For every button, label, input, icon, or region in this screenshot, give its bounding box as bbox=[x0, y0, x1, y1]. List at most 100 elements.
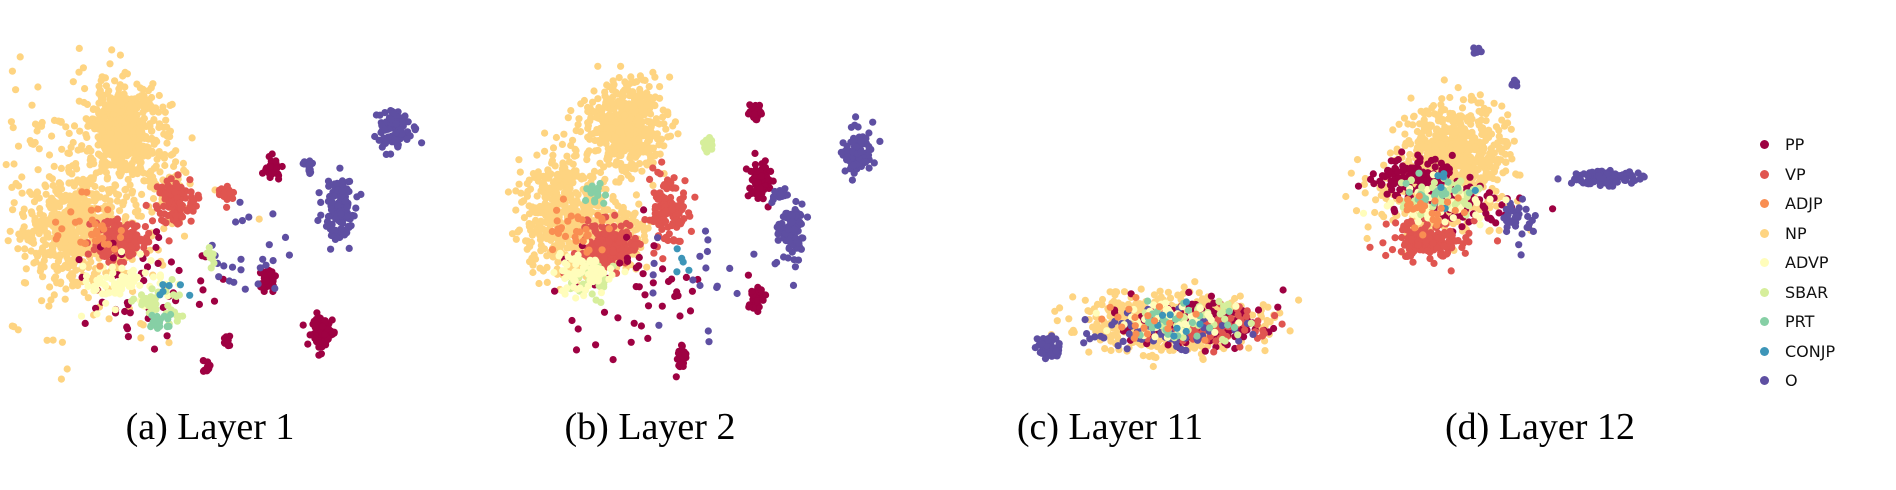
point-conjp bbox=[176, 281, 184, 289]
point-advp bbox=[98, 290, 106, 298]
point-np bbox=[155, 91, 163, 100]
point-advp bbox=[574, 251, 582, 259]
point-o bbox=[791, 263, 800, 271]
point-o bbox=[269, 257, 277, 265]
point-np bbox=[615, 178, 623, 186]
point-np bbox=[180, 166, 188, 174]
point-np bbox=[646, 93, 654, 101]
point-np bbox=[21, 245, 29, 253]
point-np bbox=[162, 116, 170, 124]
point-np bbox=[113, 197, 121, 205]
point-vp bbox=[658, 225, 666, 233]
point-pp bbox=[224, 336, 232, 344]
point-np bbox=[45, 302, 53, 310]
point-np bbox=[48, 132, 56, 140]
point-np bbox=[543, 252, 551, 260]
point-np bbox=[123, 162, 131, 170]
point-np bbox=[515, 180, 523, 188]
point-advp bbox=[600, 269, 608, 277]
point-sbar bbox=[148, 285, 156, 293]
point-pp bbox=[676, 312, 684, 320]
point-np bbox=[590, 87, 598, 95]
point-np bbox=[674, 130, 682, 138]
point-np bbox=[16, 53, 24, 61]
point-prt bbox=[153, 312, 161, 321]
point-o bbox=[238, 217, 246, 225]
point-np bbox=[43, 336, 51, 344]
point-pp bbox=[644, 334, 652, 342]
point-np bbox=[94, 141, 102, 149]
point-advp bbox=[77, 312, 86, 320]
point-np bbox=[138, 190, 146, 198]
point-adjp bbox=[572, 237, 580, 245]
point-np bbox=[149, 195, 158, 203]
point-adjp bbox=[598, 214, 606, 223]
point-np bbox=[133, 80, 141, 88]
point-np bbox=[58, 338, 66, 346]
point-pp bbox=[204, 358, 212, 366]
point-adjp bbox=[52, 218, 60, 226]
point-np bbox=[73, 278, 81, 286]
point-pp bbox=[278, 162, 286, 171]
point-np bbox=[554, 258, 562, 266]
point-prt bbox=[600, 199, 608, 207]
point-pp bbox=[175, 266, 183, 275]
point-np bbox=[563, 152, 571, 160]
point-vp bbox=[162, 219, 170, 227]
point-np bbox=[80, 98, 88, 107]
point-advp bbox=[128, 282, 136, 291]
point-np bbox=[156, 168, 164, 176]
point-np bbox=[522, 237, 530, 245]
point-np bbox=[122, 95, 130, 103]
point-adjp bbox=[564, 217, 572, 225]
point-np bbox=[622, 136, 630, 144]
point-np bbox=[633, 92, 641, 100]
point-np bbox=[645, 83, 653, 91]
point-o bbox=[343, 203, 351, 211]
point-conjp bbox=[186, 291, 194, 299]
point-o bbox=[774, 236, 782, 244]
point-pp bbox=[600, 308, 609, 316]
point-np bbox=[33, 188, 41, 196]
point-advp bbox=[572, 260, 580, 268]
point-np bbox=[666, 73, 674, 81]
point-np bbox=[584, 103, 592, 111]
point-advp bbox=[572, 294, 580, 302]
point-np bbox=[108, 46, 116, 54]
point-np bbox=[9, 206, 17, 214]
point-adjp bbox=[605, 225, 613, 233]
point-np bbox=[516, 168, 524, 176]
point-adjp bbox=[87, 206, 95, 214]
point-np bbox=[585, 147, 593, 155]
point-np bbox=[564, 244, 572, 252]
point-np bbox=[1069, 293, 1077, 301]
point-np bbox=[1199, 355, 1207, 364]
point-np bbox=[55, 179, 63, 187]
point-np bbox=[615, 74, 623, 82]
point-np bbox=[92, 169, 100, 177]
point-np bbox=[596, 159, 604, 167]
point-pp bbox=[268, 150, 276, 158]
point-np bbox=[99, 93, 107, 101]
point-o bbox=[256, 264, 264, 272]
point-np bbox=[54, 210, 63, 218]
point-o bbox=[398, 118, 406, 126]
point-np bbox=[145, 176, 153, 185]
point-pp bbox=[163, 332, 171, 340]
point-np bbox=[165, 339, 173, 347]
point-o bbox=[798, 200, 806, 208]
point-np bbox=[525, 210, 534, 218]
point-adjp bbox=[104, 206, 112, 214]
point-np bbox=[147, 102, 155, 110]
point-np bbox=[651, 73, 659, 81]
point-np bbox=[111, 181, 119, 189]
point-pp bbox=[140, 277, 148, 285]
point-np bbox=[541, 183, 549, 191]
point-o bbox=[788, 218, 796, 226]
point-sbar bbox=[173, 317, 181, 325]
point-pp bbox=[623, 254, 632, 262]
point-o bbox=[704, 327, 712, 335]
point-np bbox=[1195, 289, 1203, 297]
point-o bbox=[771, 260, 779, 268]
point-o bbox=[352, 204, 360, 212]
